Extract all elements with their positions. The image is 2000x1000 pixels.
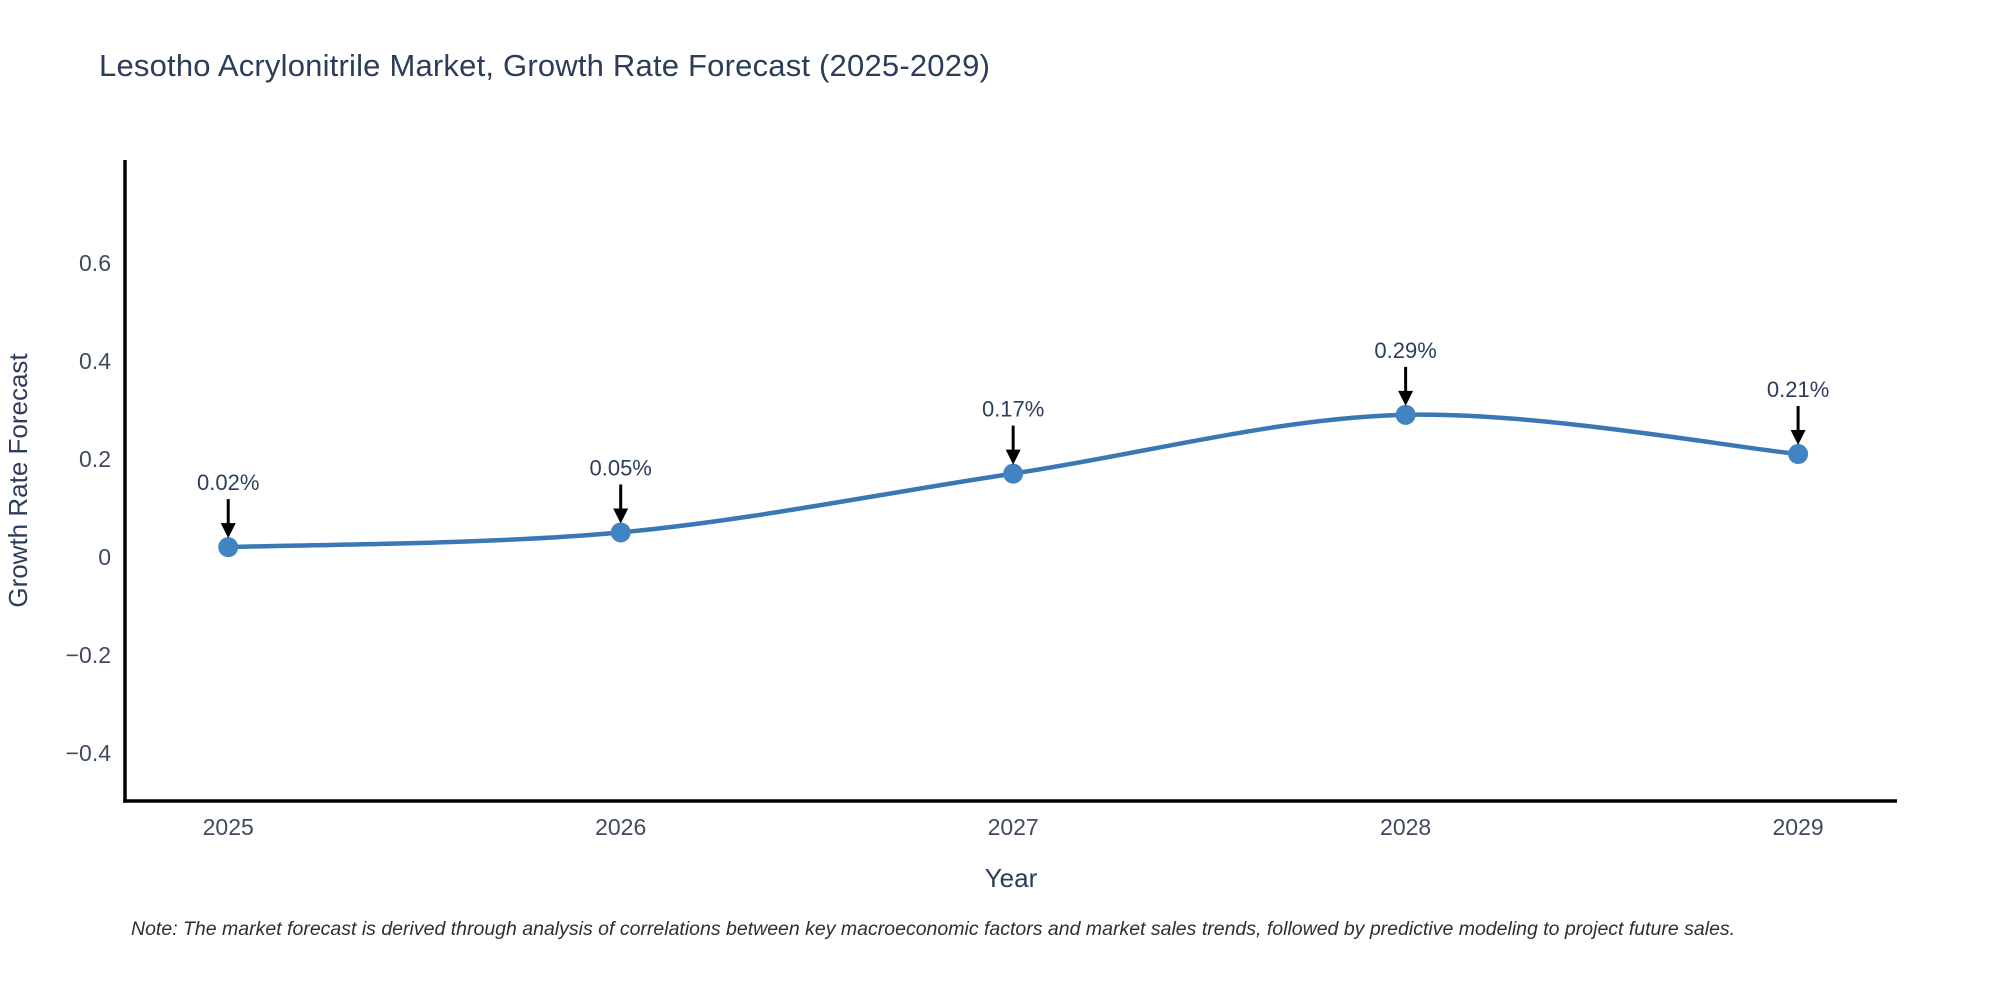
annotation-arrowhead-icon — [220, 523, 236, 539]
y-tick-label: 0 — [98, 544, 111, 570]
y-tick-label: 0.2 — [79, 446, 111, 472]
y-tick-label: −0.2 — [66, 642, 111, 668]
y-tick-label: 0.4 — [79, 348, 111, 374]
data-point-label: 0.17% — [982, 397, 1044, 422]
data-point-label: 0.21% — [1767, 377, 1829, 402]
data-point-label: 0.29% — [1374, 338, 1436, 363]
x-axis-title: Year — [985, 863, 1038, 893]
annotation-arrowhead-icon — [1005, 449, 1021, 465]
data-point-label: 0.05% — [589, 455, 651, 480]
y-axis-title: Growth Rate Forecast — [3, 353, 33, 608]
x-tick-label: 2027 — [988, 814, 1039, 840]
data-point-marker — [1395, 404, 1416, 425]
x-tick-label: 2028 — [1380, 814, 1431, 840]
data-point-marker — [1788, 444, 1809, 465]
annotation-arrowhead-icon — [1790, 430, 1806, 446]
y-tick-label: −0.4 — [66, 740, 112, 766]
x-tick-label: 2029 — [1773, 814, 1824, 840]
annotation-arrowhead-icon — [1398, 390, 1414, 406]
x-tick-label: 2025 — [203, 814, 254, 840]
data-point-marker — [1003, 463, 1024, 484]
data-point-marker — [610, 522, 631, 543]
data-point-marker — [218, 537, 239, 558]
annotation-arrowhead-icon — [613, 508, 629, 524]
chart-title: Lesotho Acrylonitrile Market, Growth Rat… — [99, 48, 991, 83]
data-point-label: 0.02% — [197, 470, 259, 495]
footnote-text: Note: The market forecast is derived thr… — [131, 918, 1736, 940]
x-tick-label: 2026 — [595, 814, 646, 840]
y-tick-label: 0.6 — [79, 250, 111, 276]
